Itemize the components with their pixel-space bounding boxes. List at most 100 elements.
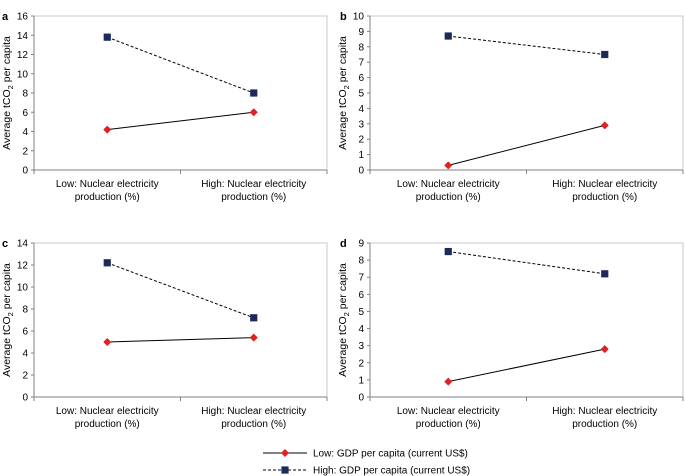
data-point — [103, 33, 111, 41]
y-tick-label: 2 — [22, 371, 28, 382]
data-point — [444, 32, 452, 40]
series-high-gdp — [444, 247, 609, 278]
legend-label: Low: GDP per capita (current US$) — [313, 449, 468, 460]
series-high-gdp — [103, 259, 258, 322]
y-tick-label: 0 — [22, 393, 28, 404]
x-tick-label: High: Nuclear electricity production (%) — [552, 179, 657, 203]
series-line — [448, 251, 605, 275]
y-tick-label: 3 — [358, 119, 364, 130]
chart-panel-d: d 0 1 2 3 4 5 6 7 8 9 Low: Nuclear electricity produ… — [337, 238, 684, 430]
legend-marker — [281, 449, 289, 457]
y-tick-label: 1 — [358, 150, 364, 161]
y-tick-label: 0 — [22, 166, 28, 177]
y-tick-label: 10 — [17, 283, 29, 294]
chart-panel-b: b 0 1 2 3 4 5 6 7 8 9 10 Low: Nuclear electricity pro… — [337, 11, 684, 203]
y-tick-label: 8 — [22, 305, 28, 316]
data-point — [444, 247, 452, 256]
y-tick-label: 0 — [358, 393, 364, 404]
x-tick-label: Low: Nuclear electricity production (%) — [397, 179, 500, 203]
y-tick-label: 2 — [22, 146, 28, 157]
chart-panel-c: c 0 2 4 6 8 10 12 14 Low: Nuclear electricity prod… — [1, 238, 328, 430]
plot-frame — [369, 242, 684, 398]
y-tick-label: 2 — [358, 358, 364, 369]
y-tick-label: 7 — [358, 273, 364, 284]
series-line — [107, 36, 254, 94]
y-tick-label: 1 — [358, 375, 364, 386]
y-tick-label: 4 — [22, 349, 28, 360]
data-point — [444, 161, 453, 170]
plot-frame — [33, 15, 328, 171]
plot-frame — [369, 15, 684, 171]
series-high-gdp — [103, 33, 258, 97]
data-point — [103, 338, 112, 346]
y-axis-label: Average tCO2 per capita — [337, 263, 351, 377]
chart-panel-a: a 0 2 4 6 8 10 12 14 16 Low: Nuclear electricity pr… — [1, 11, 328, 203]
data-point — [601, 270, 609, 278]
y-tick-label: 4 — [358, 324, 364, 335]
data-point — [600, 121, 609, 130]
y-tick-label: 8 — [358, 256, 364, 267]
data-point — [250, 89, 258, 97]
y-tick-label: 5 — [358, 307, 364, 318]
y-tick-label: 6 — [22, 327, 28, 338]
x-tick-label: Low: Nuclear electricity production (%) — [56, 179, 159, 203]
y-tick-label: 8 — [22, 89, 28, 100]
data-point — [103, 259, 111, 267]
series-low-gdp — [444, 345, 609, 386]
legend-item-low-gdp: Low: GDP per capita (current US$) — [263, 449, 468, 460]
data-point — [601, 50, 609, 59]
panel-letter-a: a — [2, 11, 9, 23]
series-line — [107, 262, 254, 319]
x-tick-label: High: Nuclear electricity production (%) — [201, 406, 306, 430]
data-point — [600, 345, 609, 354]
y-axis-label: Average tCO2 per capita — [1, 263, 15, 377]
series-line — [107, 111, 254, 131]
y-tick-label: 12 — [17, 261, 29, 272]
x-tick-label: Low: Nuclear electricity production (%) — [397, 406, 500, 430]
series-high-gdp — [444, 32, 609, 59]
y-tick-label: 12 — [17, 50, 29, 61]
y-tick-label: 4 — [358, 104, 364, 115]
y-tick-label: 7 — [358, 58, 364, 69]
series-line — [448, 348, 605, 383]
y-tick-label: 3 — [358, 341, 364, 352]
y-tick-label: 10 — [17, 69, 29, 80]
y-tick-label: 0 — [358, 166, 364, 177]
y-axis-label: Average tCO2 per capita — [337, 36, 351, 150]
y-axis-label: Average tCO2 per capita — [1, 36, 15, 150]
legend-marker — [281, 466, 289, 474]
legend-label: High: GDP per capita (current US$) — [313, 466, 470, 476]
legend-item-high-gdp: High: GDP per capita (current US$) — [263, 466, 470, 476]
series-line — [448, 35, 605, 55]
panel-letter-c: c — [2, 238, 8, 250]
y-tick-label: 14 — [17, 239, 29, 250]
panel-letter-d: d — [340, 238, 347, 250]
data-point — [103, 125, 112, 134]
y-tick-label: 4 — [22, 127, 28, 138]
series-line — [107, 337, 254, 343]
panel-letter-b: b — [340, 11, 347, 23]
y-tick-label: 6 — [358, 290, 364, 301]
x-tick-label: High: Nuclear electricity production (%) — [552, 406, 657, 430]
y-tick-label: 9 — [358, 239, 364, 250]
data-point — [250, 314, 258, 322]
y-tick-label: 10 — [353, 12, 365, 23]
series-low-gdp — [444, 121, 609, 170]
series-line — [448, 124, 605, 166]
y-tick-label: 2 — [358, 135, 364, 146]
y-tick-label: 6 — [22, 108, 28, 119]
x-tick-label: High: Nuclear electricity production (%) — [201, 179, 306, 203]
plot-frame — [33, 242, 328, 398]
y-tick-label: 5 — [358, 89, 364, 100]
y-tick-label: 16 — [17, 12, 29, 23]
y-tick-label: 8 — [358, 42, 364, 53]
legend: Low: GDP per capita (current US$) High: G… — [263, 449, 470, 476]
y-tick-label: 6 — [358, 73, 364, 84]
y-tick-label: 14 — [17, 31, 29, 42]
data-point — [444, 377, 453, 386]
y-tick-label: 9 — [358, 27, 364, 38]
x-tick-label: Low: Nuclear electricity production (%) — [56, 406, 159, 430]
series-low-gdp — [103, 333, 258, 346]
